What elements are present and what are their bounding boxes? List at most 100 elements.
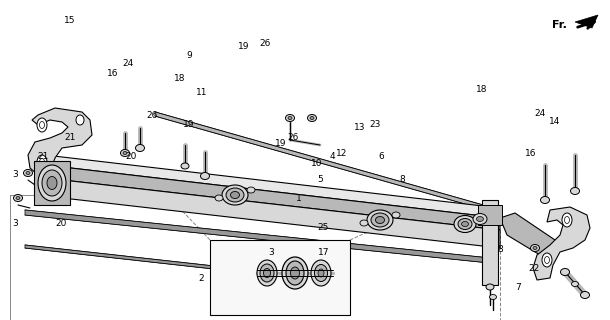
- Ellipse shape: [247, 187, 255, 193]
- Polygon shape: [28, 108, 92, 175]
- Text: 16: 16: [107, 69, 118, 78]
- Polygon shape: [533, 207, 590, 280]
- Ellipse shape: [257, 260, 277, 286]
- Ellipse shape: [454, 215, 476, 233]
- Ellipse shape: [318, 269, 324, 277]
- Ellipse shape: [24, 170, 32, 177]
- Ellipse shape: [570, 188, 580, 195]
- Ellipse shape: [13, 195, 23, 202]
- Text: 12: 12: [336, 149, 347, 158]
- Text: 19: 19: [184, 120, 195, 129]
- Text: 21: 21: [65, 133, 76, 142]
- Text: 9: 9: [186, 52, 192, 60]
- Ellipse shape: [489, 294, 497, 300]
- Text: 3: 3: [268, 248, 274, 257]
- Polygon shape: [500, 213, 560, 258]
- Ellipse shape: [38, 165, 66, 201]
- Ellipse shape: [564, 217, 570, 223]
- Ellipse shape: [201, 172, 209, 180]
- Ellipse shape: [37, 118, 47, 132]
- Ellipse shape: [533, 246, 537, 250]
- Ellipse shape: [286, 261, 304, 285]
- Ellipse shape: [376, 217, 384, 223]
- Ellipse shape: [562, 213, 572, 227]
- Ellipse shape: [282, 257, 308, 289]
- Text: 19: 19: [275, 140, 286, 148]
- Ellipse shape: [307, 115, 317, 122]
- Text: 4: 4: [329, 152, 336, 161]
- Ellipse shape: [367, 210, 393, 230]
- Ellipse shape: [458, 219, 472, 229]
- Text: 11: 11: [196, 88, 207, 97]
- Polygon shape: [155, 112, 490, 211]
- Text: 18: 18: [476, 85, 487, 94]
- Text: 20: 20: [126, 152, 137, 161]
- Text: 5: 5: [317, 175, 323, 184]
- Text: 26: 26: [287, 133, 298, 142]
- Text: 23: 23: [370, 120, 381, 129]
- Ellipse shape: [310, 116, 314, 119]
- Text: 3: 3: [12, 170, 18, 179]
- Ellipse shape: [37, 155, 47, 169]
- Text: 16: 16: [525, 149, 536, 158]
- Polygon shape: [575, 15, 598, 28]
- Bar: [210, 240, 350, 315]
- Ellipse shape: [135, 145, 145, 151]
- Ellipse shape: [226, 188, 244, 202]
- Ellipse shape: [486, 284, 494, 290]
- Text: 10: 10: [312, 159, 323, 168]
- Text: 14: 14: [550, 117, 561, 126]
- Text: 18: 18: [174, 74, 185, 83]
- Ellipse shape: [290, 267, 300, 279]
- Text: 22: 22: [528, 264, 539, 273]
- Ellipse shape: [47, 177, 57, 189]
- Ellipse shape: [462, 221, 468, 227]
- Text: 13: 13: [354, 124, 365, 132]
- Ellipse shape: [42, 170, 62, 196]
- Ellipse shape: [561, 268, 570, 276]
- Polygon shape: [34, 161, 70, 205]
- Ellipse shape: [531, 244, 539, 252]
- Ellipse shape: [40, 158, 45, 165]
- Ellipse shape: [392, 212, 400, 218]
- Text: 20: 20: [56, 220, 66, 228]
- Text: 15: 15: [65, 16, 76, 25]
- Ellipse shape: [542, 253, 552, 267]
- Ellipse shape: [26, 172, 30, 174]
- Bar: [478, 205, 502, 225]
- Text: 26: 26: [260, 39, 271, 48]
- Ellipse shape: [371, 213, 389, 227]
- Text: 2: 2: [198, 274, 204, 283]
- Text: 7: 7: [515, 284, 522, 292]
- Ellipse shape: [76, 115, 84, 125]
- Ellipse shape: [285, 115, 295, 122]
- Text: 26: 26: [147, 111, 158, 120]
- Text: 8: 8: [497, 245, 503, 254]
- Ellipse shape: [123, 151, 127, 155]
- Text: 6: 6: [378, 152, 384, 161]
- Ellipse shape: [315, 265, 328, 282]
- Ellipse shape: [545, 257, 550, 263]
- Text: 1: 1: [296, 194, 302, 203]
- Polygon shape: [25, 245, 295, 278]
- Ellipse shape: [181, 163, 189, 169]
- Ellipse shape: [473, 213, 487, 225]
- Ellipse shape: [581, 292, 589, 299]
- Text: 24: 24: [123, 60, 134, 68]
- Polygon shape: [45, 155, 500, 218]
- Polygon shape: [45, 178, 500, 248]
- Ellipse shape: [360, 220, 368, 226]
- Bar: [482, 200, 498, 285]
- Text: 17: 17: [318, 248, 329, 257]
- Text: 25: 25: [318, 223, 329, 232]
- Ellipse shape: [40, 122, 45, 129]
- Text: 21: 21: [37, 152, 48, 161]
- Ellipse shape: [264, 268, 270, 277]
- Ellipse shape: [572, 282, 578, 286]
- Polygon shape: [25, 210, 490, 263]
- Text: 19: 19: [239, 42, 249, 51]
- Ellipse shape: [476, 217, 484, 221]
- Text: 3: 3: [12, 220, 18, 228]
- Ellipse shape: [121, 149, 129, 156]
- Ellipse shape: [222, 185, 248, 205]
